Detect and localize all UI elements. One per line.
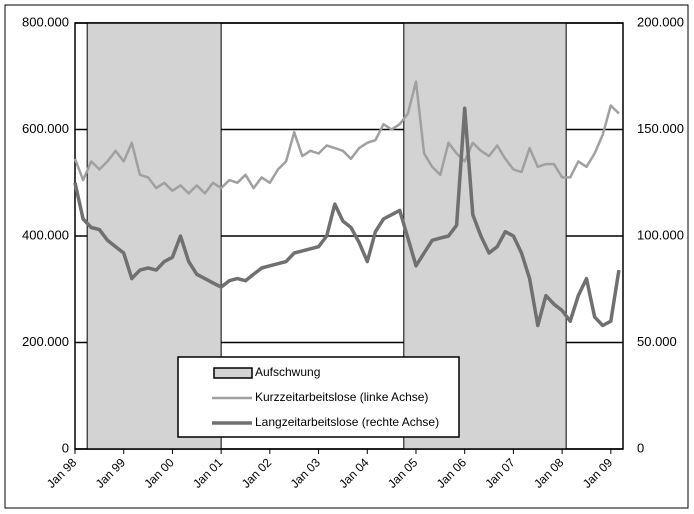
y-tick-label: 800.000: [22, 14, 69, 29]
x-tick-label: Jan 00: [141, 455, 177, 491]
x-tick-label: Jan 03: [288, 455, 324, 491]
x-tick-label: Jan 09: [580, 455, 616, 491]
y-tick-label: 200.000: [22, 334, 69, 349]
y-tick-label: 0: [62, 440, 69, 455]
series-line: [73, 106, 621, 328]
y-tick-label: 400.000: [22, 227, 69, 242]
legend-swatch: [213, 367, 253, 379]
x-tick-label: Jan 99: [93, 455, 129, 491]
x-tick-label: Jan 01: [190, 455, 226, 491]
legend-label: Kurzzeitarbeitslose (linke Achse): [255, 390, 428, 404]
x-tick-label: Jan 06: [434, 455, 470, 491]
y2-tick-label: 50.000: [637, 334, 677, 349]
x-tick-label: Jan 98: [44, 455, 80, 491]
y2-tick-label: 0: [637, 440, 644, 455]
y-tick-label: 600.000: [22, 121, 69, 136]
x-tick-label: Jan 05: [385, 455, 421, 491]
legend-label: Aufschwung: [255, 365, 320, 379]
x-tick-label: Jan 07: [482, 455, 518, 491]
series-line: [73, 80, 620, 195]
x-tick-label: Jan 02: [239, 455, 275, 491]
x-tick-label: Jan 08: [531, 455, 567, 491]
plot-area: [74, 22, 624, 450]
legend-label: Langzeitarbeitslose (rechte Achse): [255, 415, 439, 429]
x-tick-label: Jan 04: [336, 455, 372, 491]
y2-tick-label: 150.000: [637, 121, 684, 136]
y2-tick-label: 200.000: [637, 14, 684, 29]
y2-tick-label: 100.000: [637, 227, 684, 242]
frame: [4, 4, 689, 509]
